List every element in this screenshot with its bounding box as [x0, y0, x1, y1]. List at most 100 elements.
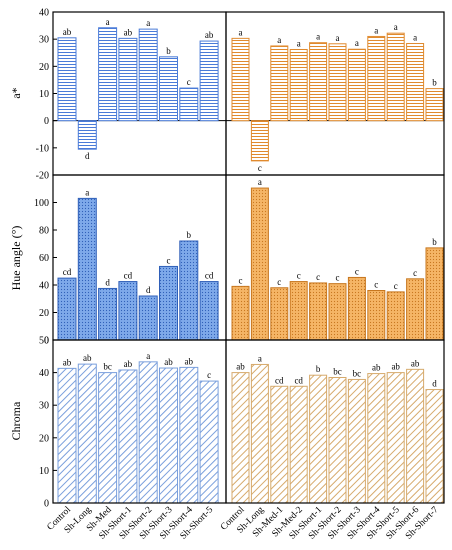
chart5-letter: ab	[391, 362, 400, 372]
chart0-letter: a	[106, 17, 110, 27]
chart3-letter: c	[374, 280, 378, 290]
chart0-ytick-label: 20	[39, 62, 49, 73]
chart4-letter: ab	[124, 359, 133, 369]
chart4-bar	[57, 367, 77, 504]
chart5-letter: cd	[294, 375, 303, 385]
chart1-letter: a	[239, 27, 243, 37]
chart0-bar	[159, 56, 178, 122]
chart0-ytick-label: -20	[36, 171, 49, 182]
chart2-bar	[77, 197, 97, 341]
chart2-letter: d	[105, 277, 110, 287]
chart0-bar	[98, 27, 118, 122]
chart4-bar	[138, 361, 158, 504]
chart1-letter: a	[316, 32, 320, 42]
chart0-letter: ab	[63, 27, 72, 37]
chart5-bar	[309, 374, 328, 504]
chart2-ytick-label: 60	[39, 253, 49, 264]
chart2-ytick-label: 80	[39, 226, 49, 237]
chart2-letter: cd	[205, 271, 214, 281]
chart5-bar	[289, 385, 308, 504]
chart1-bar	[231, 37, 250, 122]
chart3-letter: c	[316, 272, 320, 282]
chart0-letter: c	[187, 77, 191, 87]
chart4-bar	[118, 369, 138, 504]
chart0-ytick-label: 10	[39, 89, 49, 100]
chart5-letter: ab	[372, 363, 381, 373]
chart2-ytick-label: 40	[39, 281, 49, 292]
chart2-letter: d	[146, 285, 151, 295]
chart3-letter: c	[277, 277, 281, 287]
chart5-frame	[225, 339, 445, 504]
chart5-letter: ab	[411, 358, 420, 368]
chart1-letter: a	[355, 38, 359, 48]
chart1-letter: a	[277, 35, 281, 45]
chart3-letter: c	[394, 281, 398, 291]
chart0-bar	[57, 37, 77, 122]
chart3-bar	[289, 281, 308, 341]
chart0-letter: ab	[124, 27, 133, 37]
chart4-ytick-label: 20	[39, 433, 49, 444]
chart3-bar	[406, 278, 425, 341]
chart5-letter: bc	[333, 366, 342, 376]
chart3-letter: b	[432, 237, 437, 247]
chart2-letter: b	[187, 230, 192, 240]
chart0-ytick-label: -10	[36, 143, 49, 154]
chart4-letter: ab	[63, 357, 72, 367]
chart2-ytick-label: 100	[34, 198, 49, 209]
chart2-bar	[138, 295, 158, 341]
chart1-letter: a	[297, 38, 301, 48]
chart2-bar	[57, 277, 77, 341]
chart2-letter: cd	[124, 271, 133, 281]
chart0-bar	[179, 87, 199, 122]
chart0-letter: d	[85, 151, 90, 161]
chart4-bar	[77, 363, 97, 504]
chart5-bar	[425, 389, 444, 504]
chart0-bar	[118, 37, 138, 122]
chart2-letter: a	[85, 187, 89, 197]
chart5-letter: cd	[275, 375, 284, 385]
chart5-letter: b	[316, 364, 321, 374]
chart3-letter: c	[297, 271, 301, 281]
chart4-ytick-label: 40	[39, 368, 49, 379]
chart1-bar	[289, 48, 308, 122]
chart0-letter: ab	[205, 30, 214, 40]
chart5-letter: d	[432, 379, 437, 389]
chart2-letter: c	[167, 255, 171, 265]
chart3-letter: c	[355, 266, 359, 276]
chart1-bar	[309, 42, 328, 122]
chart5-bar	[367, 373, 386, 504]
chart1-bar	[347, 48, 366, 122]
chart1-bar	[386, 32, 405, 122]
chart3-letter: c	[413, 268, 417, 278]
chart4-letter: c	[207, 370, 211, 380]
chart4-ylabel: Chroma	[9, 401, 23, 440]
chart4-letter: bc	[103, 362, 112, 372]
chart2-ytick-label: 0	[44, 336, 49, 347]
chart0-bar	[77, 120, 97, 150]
chart3-bar	[386, 291, 405, 341]
chart3-bar	[425, 247, 444, 341]
chart0-bar	[199, 40, 219, 122]
chart5-bar	[406, 368, 425, 504]
chart5-bar	[347, 378, 366, 504]
chart5-letter: ab	[236, 362, 245, 372]
chart3-letter: c	[336, 273, 340, 283]
chart3-bar	[250, 187, 269, 341]
chart1-letter: b	[432, 78, 437, 88]
chart2-bar	[159, 265, 178, 341]
chart4-letter: ab	[164, 357, 173, 367]
chart2-bar	[179, 240, 199, 341]
chart4-letter: a	[146, 351, 150, 361]
chart5-bar	[250, 363, 269, 504]
chart1-letter: a	[374, 25, 378, 35]
chart4-letter: ab	[83, 353, 92, 363]
chart3-bar	[270, 287, 289, 341]
chart0-ytick-label: 30	[39, 35, 49, 46]
chart4-ytick-label: 10	[39, 466, 49, 477]
chart3-bar	[328, 283, 347, 341]
chart4-bar	[98, 372, 118, 504]
chart1-letter: c	[258, 163, 262, 173]
chart0-ylabel: a*	[9, 87, 23, 98]
